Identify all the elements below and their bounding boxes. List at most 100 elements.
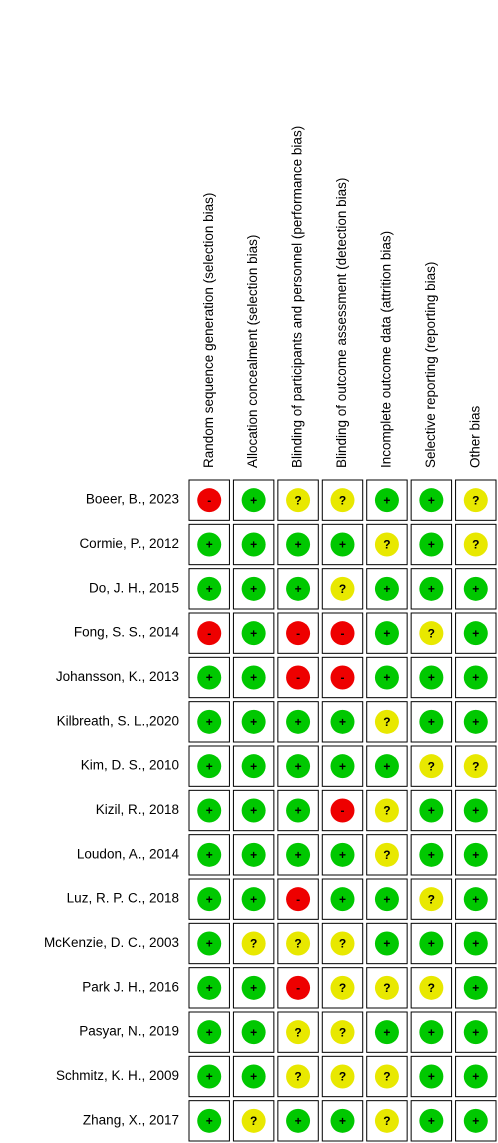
- judgment-symbol: +: [250, 582, 257, 596]
- judgment-dot: [286, 842, 311, 867]
- judgment-dot: [241, 887, 266, 912]
- judgment-dot: [241, 1064, 266, 1089]
- judgment-symbol: ?: [294, 1070, 301, 1084]
- judgment-dot: [419, 1108, 444, 1133]
- judgment-symbol: +: [472, 892, 479, 906]
- judgment-dot: [330, 842, 355, 867]
- judgment-symbol: +: [206, 671, 213, 685]
- judgment-symbol: ?: [339, 937, 346, 951]
- judgment-symbol: +: [428, 715, 435, 729]
- judgment-dot: [330, 1020, 355, 1045]
- judgment-dot: [286, 975, 311, 1000]
- judgment-dot: [330, 931, 355, 956]
- judgment-dot: [197, 1064, 222, 1089]
- column-header: Allocation concealment (selection bias): [245, 235, 260, 468]
- judgment-symbol: +: [472, 1025, 479, 1039]
- judgment-symbol: +: [472, 582, 479, 596]
- study-label: Boeer, B., 2023: [86, 492, 179, 507]
- judgment-dot: [330, 887, 355, 912]
- cell: [455, 612, 497, 654]
- judgment-symbol: +: [206, 848, 213, 862]
- judgment-symbol: ?: [428, 626, 435, 640]
- judgment-symbol: +: [250, 804, 257, 818]
- judgment-dot: [286, 1108, 311, 1133]
- judgment-dot: [241, 975, 266, 1000]
- judgment-dot: [419, 576, 444, 601]
- judgment-symbol: +: [472, 937, 479, 951]
- judgment-dot: [330, 488, 355, 513]
- column-header: Other bias: [467, 405, 482, 468]
- study-label: Kilbreath, S. L.,2020: [57, 713, 179, 728]
- judgment-dot: [241, 488, 266, 513]
- judgment-symbol: +: [250, 538, 257, 552]
- judgment-dot: [419, 532, 444, 557]
- column-header: Random sequence generation (selection bi…: [201, 193, 216, 468]
- judgment-symbol: ?: [250, 1114, 257, 1128]
- cell: [232, 479, 275, 521]
- study-label: Kim, D. S., 2010: [81, 758, 179, 773]
- judgment-symbol: ?: [383, 715, 390, 729]
- judgment-symbol: +: [428, 937, 435, 951]
- judgment-symbol: +: [250, 626, 257, 640]
- judgment-dot: [419, 887, 444, 912]
- study-label: Schmitz, K. H., 2009: [56, 1068, 179, 1083]
- judgment-symbol: +: [295, 804, 302, 818]
- judgment-dot: [197, 1108, 222, 1133]
- judgment-dot: [241, 532, 266, 557]
- judgment-dot: [463, 576, 488, 601]
- judgment-symbol: ?: [428, 759, 435, 773]
- judgment-dot: [286, 887, 311, 912]
- judgment-symbol: +: [339, 1114, 346, 1128]
- judgment-symbol: +: [206, 937, 213, 951]
- judgment-dot: [330, 754, 355, 779]
- judgment-dot: [419, 621, 444, 646]
- judgment-dot: [241, 709, 266, 734]
- column-header: Blinding of outcome assessment (detectio…: [334, 178, 349, 468]
- judgment-symbol: +: [206, 1070, 213, 1084]
- study-label: Zhang, X., 2017: [83, 1112, 179, 1127]
- judgment-dot: [330, 709, 355, 734]
- judgment-symbol: +: [206, 538, 213, 552]
- judgment-dot: [374, 621, 399, 646]
- judgment-symbol: -: [296, 981, 300, 995]
- judgment-symbol: +: [339, 848, 346, 862]
- judgment-dot: [374, 709, 399, 734]
- judgment-symbol: +: [295, 848, 302, 862]
- judgment-symbol: +: [206, 981, 213, 995]
- judgment-dot: [330, 576, 355, 601]
- judgment-dot: [463, 621, 488, 646]
- judgment-symbol: ?: [472, 538, 479, 552]
- judgment-symbol: +: [295, 1114, 302, 1128]
- judgment-symbol: +: [428, 1070, 435, 1084]
- judgment-symbol: +: [206, 1114, 213, 1128]
- judgment-symbol: ?: [383, 804, 390, 818]
- cell: [188, 701, 230, 743]
- judgment-symbol: +: [428, 493, 435, 507]
- judgment-symbol: +: [206, 892, 213, 906]
- judgment-symbol: +: [206, 715, 213, 729]
- judgment-symbol: +: [428, 582, 435, 596]
- study-label: McKenzie, D. C., 2003: [44, 935, 179, 950]
- judgment-dot: [374, 842, 399, 867]
- judgment-dot: [463, 665, 488, 690]
- cell: [366, 1011, 408, 1053]
- study-label: Park J. H., 2016: [82, 979, 179, 994]
- judgment-dot: [374, 754, 399, 779]
- judgment-symbol: +: [250, 1070, 257, 1084]
- judgment-symbol: ?: [339, 493, 346, 507]
- judgment-symbol: -: [296, 626, 300, 640]
- judgment-symbol: +: [383, 1025, 390, 1039]
- judgment-symbol: +: [295, 538, 302, 552]
- judgment-symbol: +: [339, 759, 346, 773]
- study-label: Johansson, K., 2013: [56, 669, 179, 684]
- judgment-dot: [286, 931, 311, 956]
- judgment-dot: [463, 1020, 488, 1045]
- judgment-symbol: +: [472, 671, 479, 685]
- judgment-dot: [286, 665, 311, 690]
- judgment-dot: [286, 754, 311, 779]
- judgment-dot: [374, 488, 399, 513]
- judgment-dot: [330, 621, 355, 646]
- judgment-symbol: +: [250, 759, 257, 773]
- judgment-symbol: +: [383, 759, 390, 773]
- judgment-symbol: ?: [383, 848, 390, 862]
